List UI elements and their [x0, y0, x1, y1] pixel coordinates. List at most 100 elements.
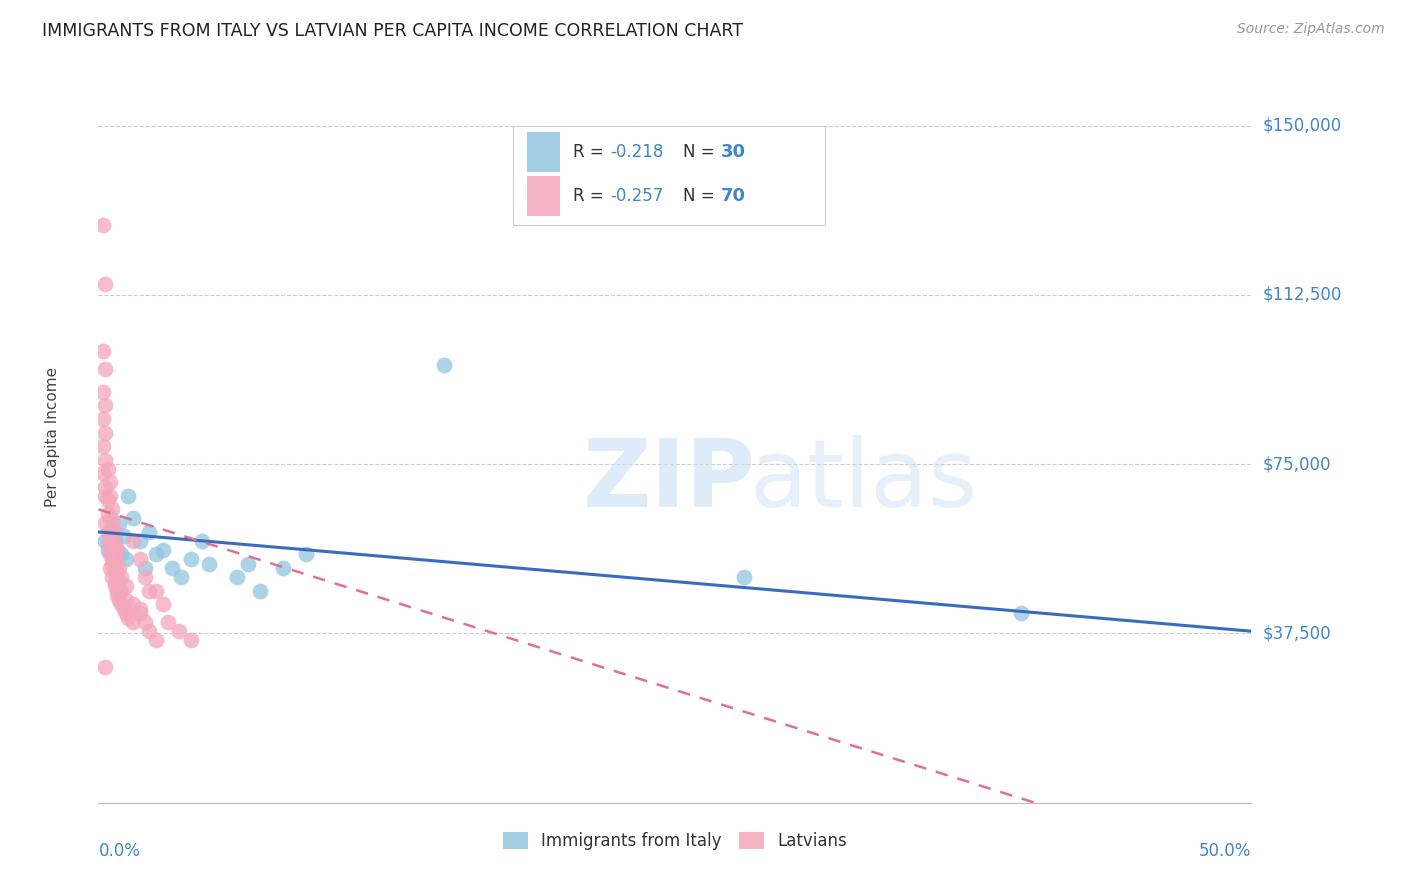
Point: [112, 601, 135, 615]
Point: [101, 552, 124, 566]
Point: [110, 597, 132, 611]
Point: [94, 362, 117, 376]
Point: [98, 548, 121, 562]
Point: [98, 511, 121, 525]
Point: [101, 570, 124, 584]
Point: [115, 552, 138, 566]
Point: [98, 529, 121, 543]
Text: -0.218: -0.218: [610, 143, 664, 161]
Point: [110, 583, 132, 598]
Point: [98, 489, 121, 503]
Text: -0.257: -0.257: [610, 186, 664, 204]
Point: [117, 489, 139, 503]
Text: $37,500: $37,500: [1263, 624, 1331, 642]
Point: [115, 592, 138, 607]
Text: 0.0%: 0.0%: [98, 842, 141, 860]
Point: [101, 516, 124, 530]
Point: [117, 610, 139, 624]
Text: IMMIGRANTS FROM ITALY VS LATVIAN PER CAPITA INCOME CORRELATION CHART: IMMIGRANTS FROM ITALY VS LATVIAN PER CAP…: [42, 22, 744, 40]
Point: [134, 561, 156, 575]
Point: [191, 533, 214, 548]
Point: [98, 561, 121, 575]
Point: [101, 538, 124, 552]
Text: Per Capita Income: Per Capita Income: [45, 367, 60, 508]
Text: ZIP: ZIP: [582, 435, 755, 527]
Point: [98, 524, 121, 539]
Point: [138, 524, 160, 539]
Point: [91, 384, 114, 399]
Point: [108, 574, 131, 589]
Point: [103, 524, 125, 539]
Point: [91, 412, 114, 426]
Point: [160, 561, 183, 575]
Text: 70: 70: [721, 186, 747, 204]
Point: [145, 633, 167, 648]
Point: [91, 466, 114, 480]
Point: [115, 606, 138, 620]
Point: [94, 399, 117, 413]
Text: R =: R =: [574, 143, 609, 161]
Text: 50.0%: 50.0%: [1199, 842, 1251, 860]
Point: [108, 561, 131, 575]
Text: N =: N =: [683, 143, 720, 161]
Legend: Immigrants from Italy, Latvians: Immigrants from Italy, Latvians: [496, 825, 853, 856]
Point: [180, 552, 202, 566]
Point: [91, 218, 114, 232]
Point: [129, 552, 152, 566]
Point: [156, 615, 179, 630]
Point: [167, 624, 190, 639]
Point: [295, 548, 318, 562]
Point: [101, 502, 124, 516]
Point: [103, 579, 125, 593]
Point: [97, 507, 120, 521]
Point: [94, 533, 117, 548]
Point: [97, 543, 120, 558]
Point: [138, 583, 160, 598]
Point: [1010, 606, 1032, 620]
Point: [170, 570, 193, 584]
Point: [249, 583, 271, 598]
Point: [138, 624, 160, 639]
Point: [94, 425, 117, 440]
Text: $112,500: $112,500: [1263, 285, 1341, 304]
Point: [145, 583, 167, 598]
Point: [101, 543, 124, 558]
Point: [129, 601, 152, 615]
Point: [97, 538, 120, 552]
Point: [122, 597, 145, 611]
Point: [122, 533, 145, 548]
Point: [105, 583, 128, 598]
Point: [108, 592, 131, 607]
Point: [91, 344, 114, 359]
Point: [433, 358, 456, 372]
Point: [129, 533, 152, 548]
Text: N =: N =: [683, 186, 720, 204]
Point: [97, 461, 120, 475]
Point: [198, 557, 221, 571]
Point: [105, 543, 128, 558]
Bar: [527, 132, 560, 172]
Point: [271, 561, 294, 575]
Point: [94, 480, 117, 494]
Point: [103, 552, 125, 566]
Point: [122, 511, 145, 525]
Point: [152, 543, 174, 558]
Point: [115, 579, 138, 593]
Point: [97, 524, 120, 539]
Point: [112, 529, 135, 543]
Point: [94, 489, 117, 503]
FancyBboxPatch shape: [513, 126, 825, 225]
Point: [105, 557, 128, 571]
Point: [152, 597, 174, 611]
Text: atlas: atlas: [749, 435, 979, 527]
Point: [238, 557, 260, 571]
Text: R =: R =: [574, 186, 609, 204]
Point: [122, 615, 145, 630]
Point: [94, 516, 117, 530]
Point: [105, 566, 128, 580]
Point: [103, 574, 125, 589]
Point: [101, 557, 124, 571]
Point: [134, 615, 156, 630]
Point: [103, 533, 125, 548]
Point: [103, 538, 125, 552]
